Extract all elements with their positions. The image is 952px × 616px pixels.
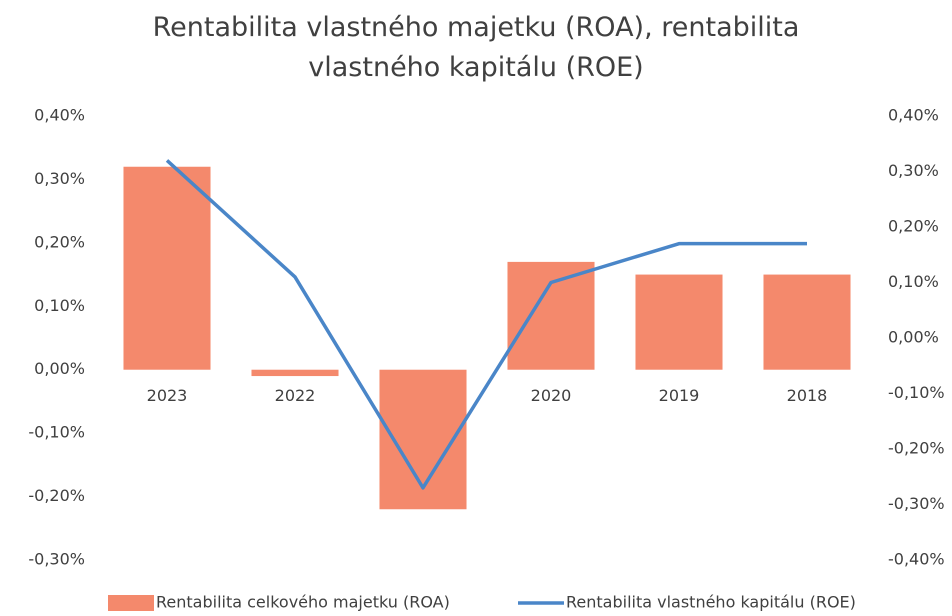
line <box>165 159 807 490</box>
y-tick-label: -0,30% <box>28 550 85 569</box>
bar <box>763 274 851 370</box>
x-tick-label: 2020 <box>531 386 572 405</box>
y2-tick-label: 0,40% <box>888 106 939 125</box>
x-tick-label: 2019 <box>659 386 700 405</box>
chart-title: Rentabilita vlastného majetku (ROA), ren… <box>152 12 800 83</box>
y-tick-label: 0,30% <box>34 169 85 188</box>
y2-tick-label: -0,10% <box>888 383 945 402</box>
bar <box>635 274 723 370</box>
y2-tick-label: -0,20% <box>888 439 945 458</box>
y-tick-label: 0,40% <box>34 106 85 125</box>
bar <box>507 261 595 370</box>
bar <box>123 166 211 370</box>
y2-tick-label: 0,10% <box>888 272 939 291</box>
y2-tick-label: 0,20% <box>888 217 939 236</box>
bar <box>251 369 339 377</box>
y2-tick-label: -0,40% <box>888 550 945 569</box>
legend-swatch <box>108 595 154 611</box>
y-tick-label: -0,10% <box>28 423 85 442</box>
legend-label: Rentabilita celkového majetku (ROA) <box>156 593 450 612</box>
y-tick-label: -0,20% <box>28 486 85 505</box>
x-tick-label: 2023 <box>147 386 188 405</box>
y-tick-label: 0,10% <box>34 296 85 315</box>
y2-tick-label: -0,30% <box>888 494 945 513</box>
legend-label: Rentabilita vlastného kapitálu (ROE) <box>566 593 856 612</box>
y2-tick-label: 0,30% <box>888 161 939 180</box>
y-tick-label: 0,20% <box>34 232 85 251</box>
x-tick-label: 2018 <box>787 386 828 405</box>
y-tick-label: 0,00% <box>34 359 85 378</box>
x-tick-label: 2022 <box>275 386 316 405</box>
y2-tick-label: 0,00% <box>888 328 939 347</box>
